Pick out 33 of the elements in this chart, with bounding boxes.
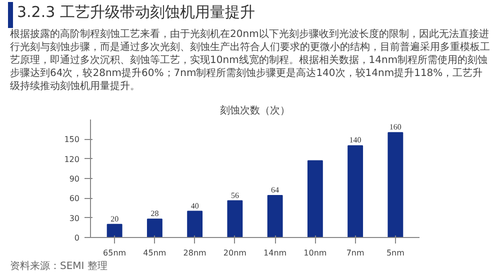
x-tick-label: 10nm [304, 248, 327, 258]
x-tick-label: 45nm [143, 248, 166, 258]
data-label: 56 [230, 190, 239, 200]
text: 资料来源：SEMI 整理 [10, 260, 108, 274]
bar [388, 132, 404, 238]
data-label: 160 [389, 122, 402, 132]
bar [106, 224, 122, 238]
x-tick-label: 5nm [386, 248, 405, 258]
data-label: 20 [110, 214, 119, 224]
y-tick-label: 150 [64, 135, 80, 144]
y-tick-label: 90 [69, 174, 80, 184]
x-tick-label: 65nm [103, 248, 126, 258]
bar [348, 145, 364, 238]
chart-subtitle: 刻蚀次数（次） [220, 104, 290, 116]
x-tick-label: 28nm [183, 248, 207, 258]
bar [307, 160, 323, 238]
y-tick-label: 0 [74, 234, 80, 242]
data-label: 64 [271, 186, 280, 195]
data-label: 28 [150, 209, 159, 218]
chart-title: 3.2.3 工艺升级带动刻蚀机用量提升 [17, 2, 255, 23]
x-tick-label: 7nm [346, 248, 364, 258]
data-label: 140 [349, 136, 362, 145]
bar [267, 195, 283, 238]
data-label: 40 [190, 201, 199, 210]
text: 根据披露的高阶制程刻蚀工艺来看，由于光刻机在20nm以下光刻步骤收到光波长度的限制，因此无法直接进行光刻与刻蚀步骤，而是通过多次光刻、刻蚀生产出符合人们要求的更微小的结构，目前普遍采用多重模板工艺原理，即通过多次沉积、刻蚀等工艺，实现10nm线宽的制程。根据相关数据，14nm制程所需使用的刻蚀步骤达到64次，较28nm提升60%；7nm制程所需刻蚀步骤更是高达140次，较14nm提升118%，工艺升级持续推动刻蚀机用量提升。 [10, 28, 490, 93]
bar [227, 200, 243, 238]
bar [187, 210, 203, 238]
y-tick-label: 120 [64, 154, 80, 164]
x-tick-label: 20nm [223, 248, 247, 258]
x-tick-label: 14nm [264, 248, 287, 258]
y-tick-label: 30 [69, 214, 80, 223]
y-tick-label: 60 [69, 194, 80, 204]
bar [146, 218, 162, 238]
